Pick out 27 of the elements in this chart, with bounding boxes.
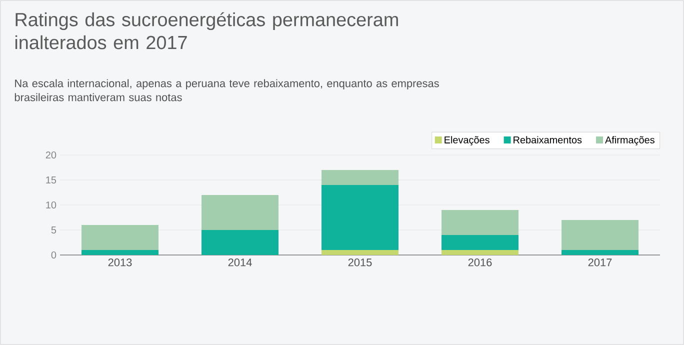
bar — [202, 230, 279, 255]
bar — [442, 250, 519, 255]
bar — [82, 225, 159, 250]
x-tick-label: 2016 — [468, 258, 492, 266]
y-tick-label: 0 — [51, 251, 56, 259]
x-tick-label: 2017 — [588, 258, 612, 266]
bar — [322, 185, 399, 250]
y-tick-label: 10 — [46, 201, 56, 209]
y-tick-label: 15 — [46, 176, 56, 184]
bar — [322, 250, 399, 255]
chart-subtitle: Na escala internacional, apenas a peruana teve rebaixamento, enquanto as empresas brasileiras mantiveram suas notas — [14, 79, 439, 102]
x-tick-label: 2015 — [348, 258, 372, 266]
legend-label: Afirmações — [605, 136, 654, 146]
chart-title: Ratings das sucroenergéticas permaneceram inalterados em 2017 — [15, 12, 398, 50]
bar — [202, 195, 279, 230]
bar — [562, 250, 639, 255]
x-tick-label: 2013 — [108, 258, 132, 266]
x-tick-label: 2014 — [228, 258, 252, 266]
bar — [322, 170, 399, 185]
legend-label: Elevações — [444, 136, 490, 146]
bar — [442, 210, 519, 235]
y-tick-label: 20 — [46, 151, 56, 159]
y-tick-label: 5 — [51, 226, 56, 234]
bar — [562, 220, 639, 250]
bar — [442, 235, 519, 250]
bar — [82, 250, 159, 255]
legend-label: Rebaixamentos — [514, 136, 582, 144]
